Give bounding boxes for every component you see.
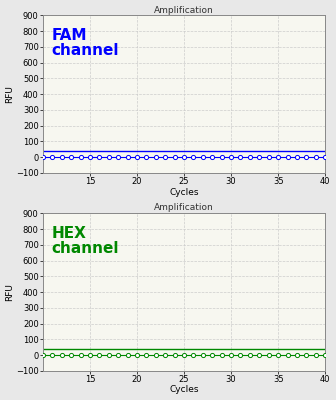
Y-axis label: RFU: RFU — [6, 283, 14, 301]
Text: FAM
channel: FAM channel — [51, 28, 119, 58]
X-axis label: Cycles: Cycles — [169, 386, 199, 394]
Title: Amplification: Amplification — [154, 204, 214, 212]
Text: HEX
channel: HEX channel — [51, 226, 119, 256]
Title: Amplification: Amplification — [154, 6, 214, 14]
Y-axis label: RFU: RFU — [6, 85, 14, 103]
X-axis label: Cycles: Cycles — [169, 188, 199, 196]
